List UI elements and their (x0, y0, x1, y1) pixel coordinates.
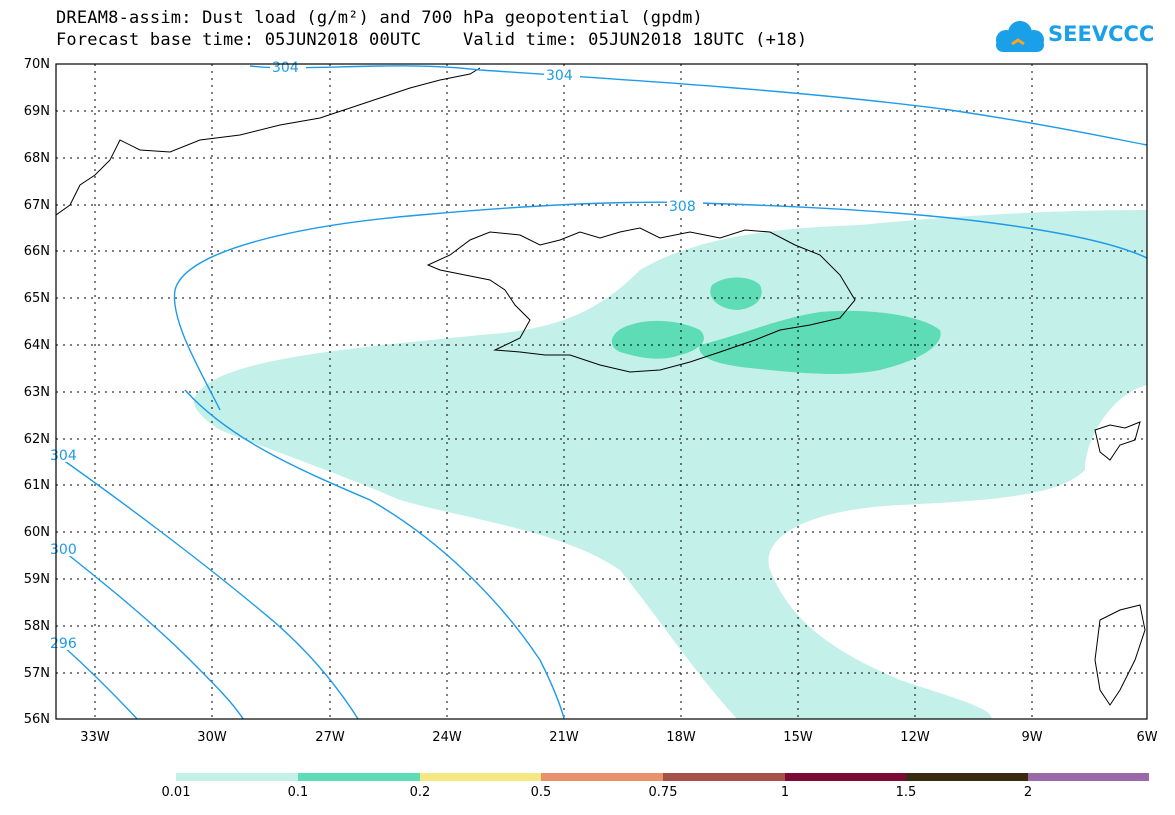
colorbar-swatch (176, 773, 298, 781)
dust-region-mid-3 (710, 277, 762, 310)
lat-label: 68N (23, 151, 50, 166)
lat-label: 62N (23, 432, 50, 447)
geopotential-contours (56, 65, 1147, 719)
colorbar-label: 1.5 (895, 785, 917, 800)
colorbar-label: 1 (780, 785, 790, 800)
lon-label: 21W (549, 730, 579, 745)
map-subtitle: Forecast base time: 05JUN2018 00UTC Vali… (56, 30, 808, 50)
lat-label: 69N (23, 104, 50, 119)
map-title: DREAM8-assim: Dust load (g/m²) and 700 h… (56, 8, 703, 28)
lon-label: 9W (1021, 730, 1043, 745)
lat-label: 63N (23, 385, 50, 400)
colorbar-swatch (663, 773, 785, 781)
colorbar-swatch (420, 773, 541, 781)
lon-label: 24W (432, 730, 462, 745)
lat-label: 67N (23, 198, 50, 213)
coastline (56, 67, 1146, 706)
contour-label: 304 (546, 68, 573, 84)
lon-label: 6W (1136, 730, 1158, 745)
lat-label: 70N (23, 57, 50, 72)
colorbar-label: 2 (1023, 785, 1033, 800)
lon-label: 30W (197, 730, 227, 745)
cloud-icon (996, 21, 1044, 52)
lon-label: 15W (783, 730, 813, 745)
colorbar-swatch (785, 773, 906, 781)
colorbar-label: 0.5 (530, 785, 552, 800)
lat-label: 61N (23, 478, 50, 493)
contour-label: 296 (50, 636, 77, 652)
colorbar-swatch (298, 773, 420, 781)
colorbar-label: 0.1 (287, 785, 309, 800)
lat-label: 66N (23, 244, 50, 259)
colorbar-swatch (1028, 773, 1149, 781)
colorbar-label: 0.01 (161, 785, 191, 800)
lat-label: 64N (23, 338, 50, 353)
lon-label: 27W (315, 730, 345, 745)
colorbar-swatch (541, 773, 663, 781)
dust-region-mid (699, 310, 941, 374)
dust-region-light (194, 210, 1147, 719)
lon-label: 12W (900, 730, 930, 745)
logo-text: SEEVCCC (1048, 22, 1155, 46)
contour-label: 300 (50, 542, 77, 558)
lat-label: 60N (23, 525, 50, 540)
contour-label: 308 (669, 199, 696, 215)
lon-label: 33W (80, 730, 110, 745)
lat-label: 56N (23, 712, 50, 727)
lat-label: 65N (23, 291, 50, 306)
map-frame (55, 63, 1148, 720)
colorbar-label: 0.75 (648, 785, 678, 800)
colorbar-swatch (906, 773, 1028, 781)
lat-label: 59N (23, 572, 50, 587)
lon-label: 18W (666, 730, 696, 745)
contour-label: 304 (272, 60, 299, 76)
contour-label: 304 (50, 448, 77, 464)
lat-label: 57N (23, 666, 50, 681)
colorbar-label: 0.2 (409, 785, 431, 800)
lat-label: 58N (23, 619, 50, 634)
